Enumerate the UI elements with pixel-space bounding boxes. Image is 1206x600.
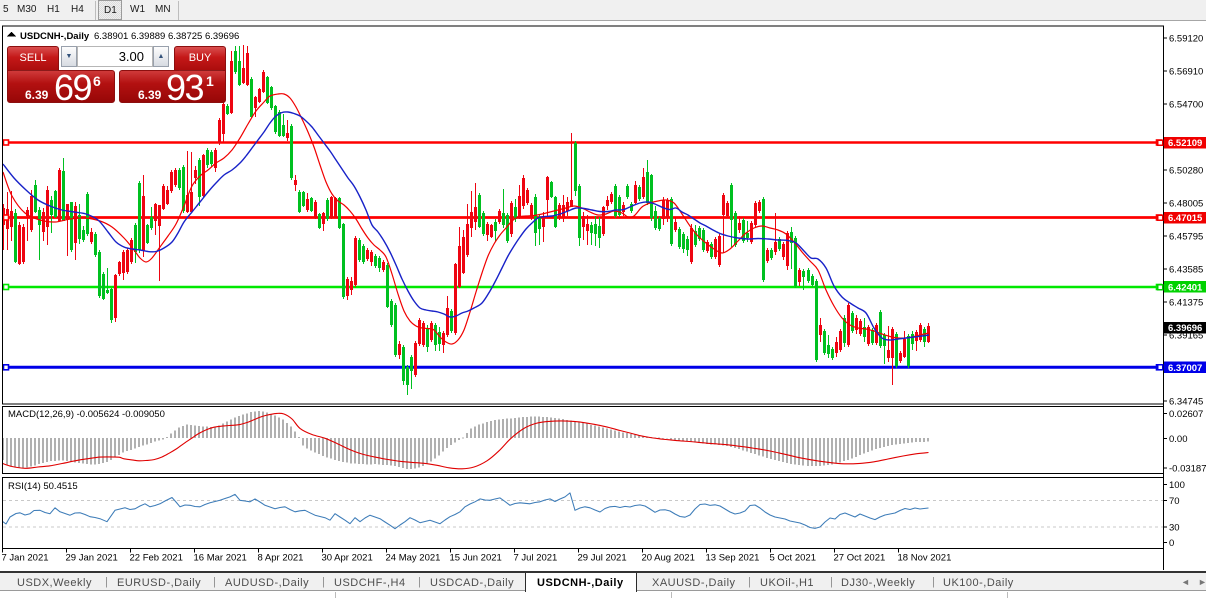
svg-text:0.00: 0.00 xyxy=(1169,434,1188,445)
svg-text:6.54700: 6.54700 xyxy=(1169,100,1203,111)
svg-text:16 Mar 2021: 16 Mar 2021 xyxy=(194,553,247,564)
svg-text:7 Jan 2021: 7 Jan 2021 xyxy=(2,553,49,564)
svg-text:6.38901 6.39889 6.38725 6.3969: 6.38901 6.39889 6.38725 6.39696 xyxy=(94,31,239,42)
svg-text:0.02607: 0.02607 xyxy=(1169,409,1203,420)
svg-text:6.52109: 6.52109 xyxy=(1168,138,1202,149)
svg-text:20 Aug 2021: 20 Aug 2021 xyxy=(642,553,695,564)
svg-text:30: 30 xyxy=(1169,523,1180,534)
svg-text:6.39165: 6.39165 xyxy=(1169,331,1203,342)
svg-text:6.59120: 6.59120 xyxy=(1169,34,1203,45)
svg-text:5 Oct 2021: 5 Oct 2021 xyxy=(770,553,816,564)
svg-text:6.48005: 6.48005 xyxy=(1169,199,1203,210)
svg-text:8 Apr 2021: 8 Apr 2021 xyxy=(258,553,304,564)
svg-text:70: 70 xyxy=(1169,496,1180,507)
svg-text:13 Sep 2021: 13 Sep 2021 xyxy=(706,553,760,564)
svg-text:6.47015: 6.47015 xyxy=(1168,213,1203,224)
svg-text:29 Jan 2021: 29 Jan 2021 xyxy=(66,553,118,564)
svg-text:18 Nov 2021: 18 Nov 2021 xyxy=(898,553,952,564)
svg-text:6.41375: 6.41375 xyxy=(1169,298,1203,309)
svg-text:15 Jun 2021: 15 Jun 2021 xyxy=(450,553,502,564)
svg-text:100: 100 xyxy=(1169,480,1185,491)
svg-text:0: 0 xyxy=(1169,538,1174,549)
svg-text:6.56910: 6.56910 xyxy=(1169,67,1203,78)
svg-text:6.45795: 6.45795 xyxy=(1169,232,1203,243)
svg-text:27 Oct 2021: 27 Oct 2021 xyxy=(834,553,886,564)
svg-text:6.39696: 6.39696 xyxy=(1168,323,1202,334)
svg-text:-0.03187: -0.03187 xyxy=(1169,464,1206,475)
svg-text:22 Feb 2021: 22 Feb 2021 xyxy=(130,553,183,564)
svg-text:RSI(14) 50.4515: RSI(14) 50.4515 xyxy=(8,481,78,492)
svg-text:7 Jul 2021: 7 Jul 2021 xyxy=(514,553,558,564)
svg-text:6.37007: 6.37007 xyxy=(1168,363,1202,374)
svg-text:29 Jul 2021: 29 Jul 2021 xyxy=(578,553,627,564)
svg-text:24 May 2021: 24 May 2021 xyxy=(386,553,441,564)
svg-text:6.43585: 6.43585 xyxy=(1169,265,1203,276)
svg-text:6.34745: 6.34745 xyxy=(1169,397,1203,408)
svg-text:6.50280: 6.50280 xyxy=(1169,166,1203,177)
svg-text:MACD(12,26,9) -0.005624 -0.009: MACD(12,26,9) -0.005624 -0.009050 xyxy=(8,409,165,420)
svg-text:30 Apr 2021: 30 Apr 2021 xyxy=(322,553,373,564)
svg-text:6.42401: 6.42401 xyxy=(1168,283,1203,294)
svg-text:USDCNH-,Daily: USDCNH-,Daily xyxy=(20,31,90,42)
